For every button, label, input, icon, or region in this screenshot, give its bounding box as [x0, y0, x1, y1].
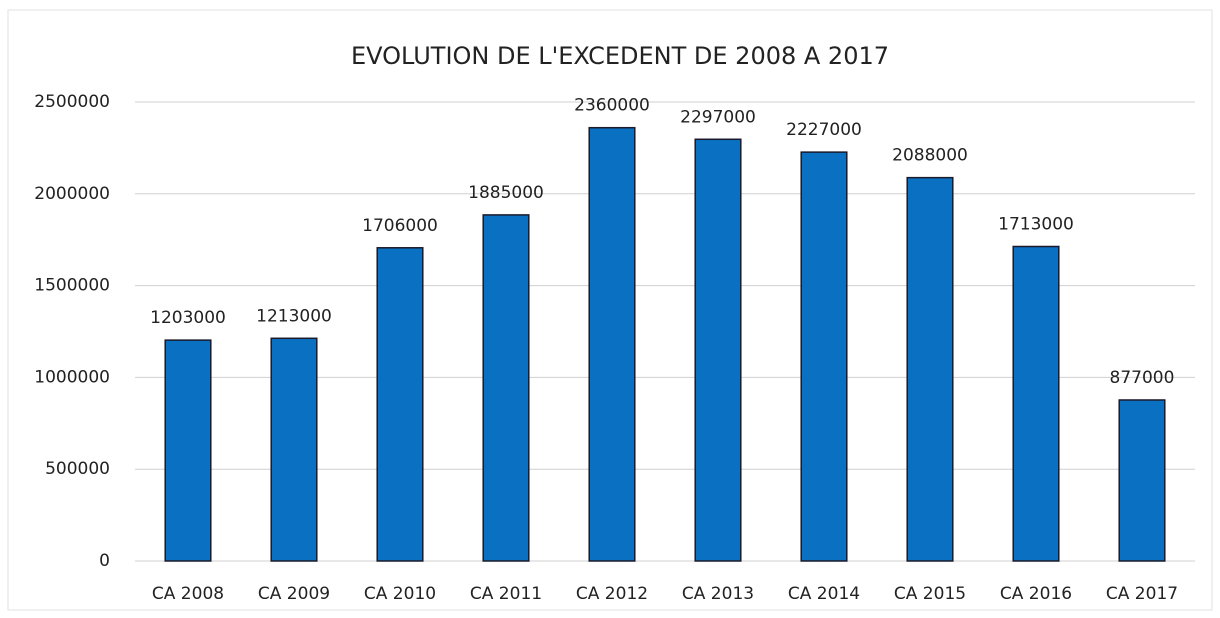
- y-tick-label: 1000000: [34, 367, 110, 387]
- bar: [1012, 245, 1060, 562]
- x-tick-label: CA 2016: [1000, 584, 1072, 604]
- y-tick-label: 1500000: [34, 276, 110, 296]
- bar: [164, 339, 212, 562]
- bar: [1118, 399, 1166, 562]
- data-label: 1706000: [362, 216, 438, 236]
- x-tick-label: CA 2011: [470, 584, 542, 604]
- data-label: 2088000: [892, 146, 968, 166]
- x-tick-label: CA 2014: [788, 584, 860, 604]
- x-tick-label: CA 2008: [152, 584, 224, 604]
- bar: [482, 214, 530, 562]
- y-tick-label: 0: [99, 551, 110, 571]
- data-label: 1203000: [150, 308, 226, 328]
- data-label: 2297000: [680, 107, 756, 127]
- y-tick-label: 500000: [45, 459, 110, 479]
- x-tick-label: CA 2015: [894, 584, 966, 604]
- bar: [694, 138, 742, 562]
- bar: [906, 176, 954, 562]
- bar: [800, 151, 848, 562]
- bar: [270, 337, 318, 562]
- x-tick-label: CA 2013: [682, 584, 754, 604]
- y-tick-label: 2500000: [34, 92, 110, 112]
- x-tick-label: CA 2017: [1106, 584, 1178, 604]
- data-label: 1213000: [256, 306, 332, 326]
- x-tick-label: CA 2010: [364, 584, 436, 604]
- data-label: 1713000: [998, 214, 1074, 234]
- data-label: 2360000: [574, 96, 650, 116]
- x-tick-label: CA 2009: [258, 584, 330, 604]
- data-label: 1885000: [468, 183, 544, 203]
- chart-title: EVOLUTION DE L'EXCEDENT DE 2008 A 2017: [351, 42, 889, 70]
- bar: [376, 247, 424, 562]
- data-label: 877000: [1110, 368, 1175, 388]
- y-tick-label: 2000000: [34, 184, 110, 204]
- x-tick-label: CA 2012: [576, 584, 648, 604]
- data-label: 2227000: [786, 120, 862, 140]
- bar: [588, 126, 636, 562]
